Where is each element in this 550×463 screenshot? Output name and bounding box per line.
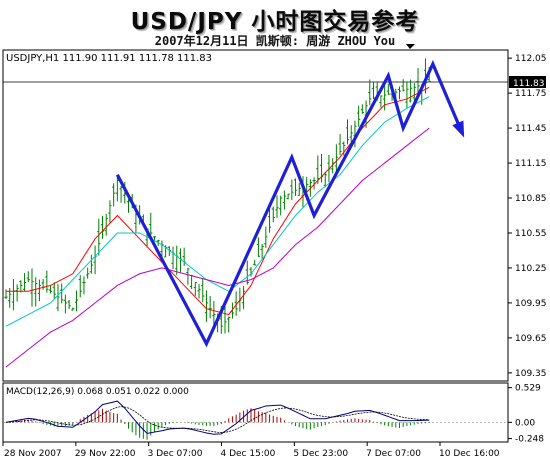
symbol-header: USDJPY,H1 111.90 111.91 111.78 111.83: [6, 53, 212, 64]
time-tick-label: 10 Dec 16:00: [439, 449, 500, 459]
price-tick-label: 112.05: [515, 54, 547, 64]
price-tick-label: 110.55: [515, 229, 547, 239]
price-tick-label: 109.65: [515, 334, 547, 344]
price-tick-label: 109.95: [515, 299, 547, 309]
current-bar-marker-icon: [406, 44, 415, 49]
macd-tick-label: -0.248: [515, 435, 544, 445]
time-tick-label: 28 Nov 2007: [4, 449, 62, 459]
macd-signal-line: [5, 406, 430, 433]
macd-tick-label: 0.00: [515, 418, 535, 428]
price-tick-label: 110.85: [515, 194, 547, 204]
macd-header: MACD(12,26,9) 0.068 0.051 0.022 0.000: [6, 387, 189, 397]
price-tick-label: 111.75: [515, 89, 547, 99]
forecast-arrow-icon: [452, 120, 465, 138]
macd-tick-label: 0.529: [515, 384, 541, 394]
chart-subtitle: 2007年12月11日 凯斯顿: 周游 ZHOU You: [154, 34, 396, 48]
current-price-label: 111.83: [513, 79, 545, 89]
moving-average-line: [5, 96, 430, 327]
macd-panel: [2, 382, 509, 443]
price-tick-label: 110.25: [515, 264, 547, 274]
time-tick-label: 3 Dec 07:00: [148, 449, 203, 459]
moving-average-line: [5, 127, 430, 368]
price-tick-label: 111.45: [515, 124, 547, 134]
price-tick-label: 111.15: [515, 159, 547, 169]
price-panel: [2, 49, 509, 382]
chart-title: USD/JPY 小时图交易参考: [130, 9, 420, 35]
macd-line: [5, 400, 430, 435]
current-price-tag: [509, 76, 546, 88]
time-tick-label: 29 Nov 22:00: [75, 449, 136, 459]
time-tick-label: 5 Dec 23:00: [293, 449, 348, 459]
time-tick-label: 4 Dec 15:00: [221, 449, 276, 459]
price-tick-label: 109.35: [515, 369, 547, 379]
time-tick-label: 7 Dec 07:00: [366, 449, 421, 459]
zigzag-wave-line: [115, 60, 465, 348]
